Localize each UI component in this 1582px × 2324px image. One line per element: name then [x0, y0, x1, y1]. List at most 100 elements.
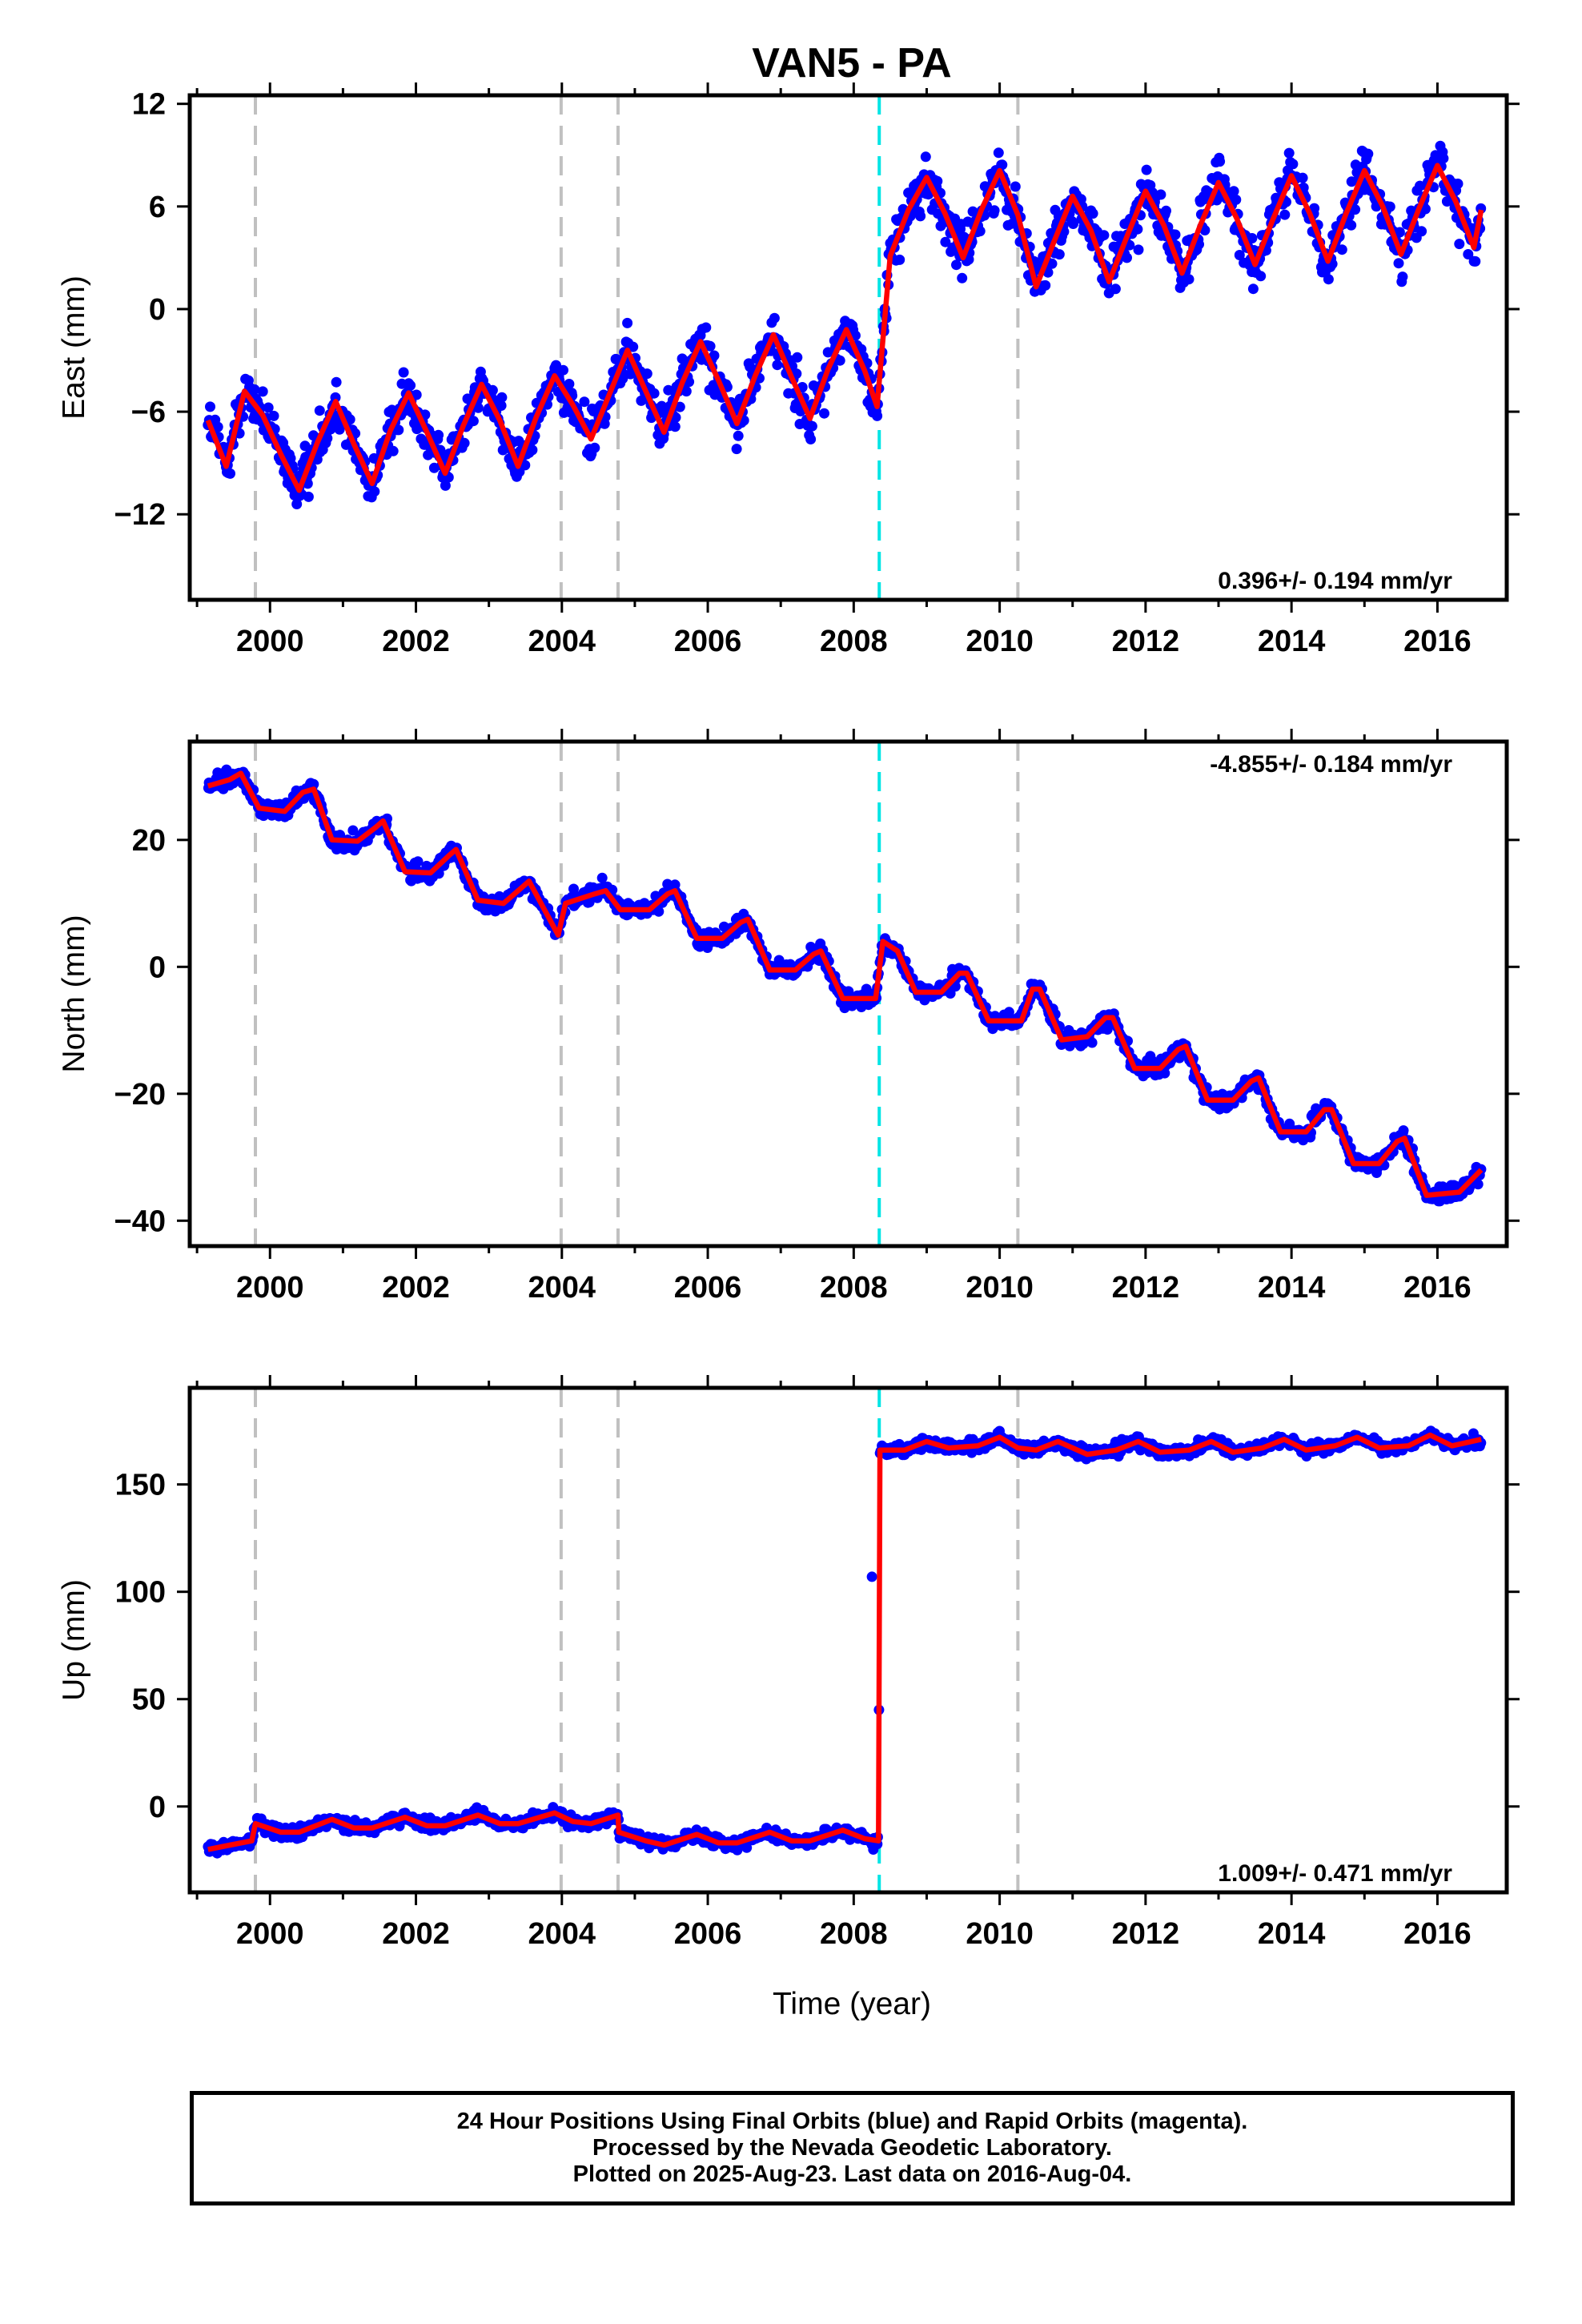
north-observation-point	[653, 906, 665, 917]
east-observation-point	[872, 410, 883, 421]
east-observation-point	[369, 486, 380, 497]
up-x-tick-label: 2012	[1112, 1917, 1180, 1951]
up-x-tick-label: 2008	[820, 1917, 888, 1951]
east-observation-point	[1350, 204, 1361, 215]
east-observation-point	[257, 386, 268, 397]
north-rate-label: -4.855+/- 0.184 mm/yr	[1210, 751, 1452, 778]
north-x-tick-label: 2012	[1112, 1271, 1180, 1305]
north-observation-point	[412, 856, 424, 867]
north-y-tick-label: −40	[114, 1204, 166, 1238]
east-observation-point	[705, 340, 716, 352]
east-x-tick-label: 2014	[1258, 625, 1326, 658]
east-observation-point	[314, 405, 325, 416]
east-observation-point	[920, 151, 931, 163]
east-observation-point	[1199, 225, 1211, 235]
east-observation-point	[1416, 226, 1427, 237]
east-observation-point	[1470, 255, 1481, 267]
up-x-tick-label: 2006	[674, 1917, 742, 1951]
up-x-tick-label: 2014	[1258, 1917, 1326, 1951]
east-observation-point	[993, 147, 1004, 159]
east-x-tick-label: 2012	[1112, 625, 1180, 658]
east-observation-point	[806, 420, 817, 432]
east-observation-point	[1283, 147, 1295, 159]
up-x-tick-label: 2000	[236, 1917, 304, 1951]
east-x-tick-label: 2000	[236, 625, 304, 658]
north-y-tick-label: 0	[149, 951, 166, 984]
east-observation-point	[1297, 172, 1308, 183]
east-observation-point	[387, 445, 399, 456]
east-observation-point	[1287, 159, 1299, 170]
up-rate-label: 1.009+/- 0.471 mm/yr	[1218, 1860, 1452, 1887]
east-observation-point	[459, 437, 470, 448]
east-observation-point	[405, 380, 416, 391]
north-y-axis-label: North (mm)	[57, 915, 91, 1072]
east-observation-point	[1336, 244, 1347, 255]
east-observation-point	[564, 379, 575, 389]
east-observations	[203, 140, 1487, 509]
east-observation-point	[1384, 201, 1395, 212]
up-observations	[203, 1425, 1487, 1859]
up-axes-frame	[187, 1385, 1509, 1895]
footer-line-3: Plotted on 2025-Aug-23. Last data on 201…	[572, 2161, 1132, 2187]
east-x-tick-label: 2010	[966, 625, 1034, 658]
up-model-line	[207, 1432, 1482, 1852]
east-observation-point	[1046, 258, 1058, 269]
up-y-tick-label: 50	[132, 1683, 166, 1717]
east-observation-point	[805, 434, 817, 444]
x-axis-label: Time (year)	[773, 1987, 931, 2021]
north-observation-point	[308, 778, 319, 790]
east-observation-point	[325, 424, 336, 435]
north-x-tick-label: 2016	[1403, 1271, 1472, 1305]
east-observation-point	[792, 352, 803, 363]
footer-line-2: Processed by the Nevada Geodetic Laborat…	[592, 2135, 1112, 2161]
east-observation-point	[1438, 153, 1449, 164]
east-y-tick-label: 12	[132, 88, 166, 122]
east-axes-frame	[187, 93, 1509, 602]
east-observation-point	[331, 376, 342, 388]
east-observation-point	[681, 386, 692, 397]
east-observation-point	[496, 400, 507, 411]
up-x-tick-label: 2004	[528, 1917, 596, 1951]
up-outlier-point	[866, 1571, 877, 1582]
east-observation-point	[1363, 148, 1374, 159]
east-observation-point	[1247, 233, 1258, 243]
east-observation-point	[951, 259, 962, 271]
east-observation-point	[974, 226, 986, 237]
footer-line-1: 24 Hour Positions Using Final Orbits (bl…	[456, 2109, 1248, 2134]
up-y-tick-label: 150	[115, 1469, 166, 1502]
north-observation-point	[347, 825, 359, 836]
east-observation-point	[1346, 219, 1357, 231]
east-observation-point	[1161, 205, 1171, 216]
east-observation-point	[1122, 252, 1132, 263]
east-observation-point	[1155, 189, 1166, 200]
east-observation-point	[819, 408, 829, 419]
east-observation-point	[496, 392, 508, 403]
east-y-tick-label: 0	[149, 293, 166, 327]
east-observation-point	[1234, 250, 1245, 260]
east-observation-point	[1170, 229, 1181, 240]
east-observation-point	[527, 444, 538, 456]
north-observation-point	[596, 872, 608, 883]
east-observation-point	[1247, 283, 1259, 295]
east-observation-point	[1141, 164, 1152, 175]
north-x-tick-label: 2000	[236, 1271, 304, 1305]
north-x-tick-label: 2014	[1258, 1271, 1326, 1305]
north-y-tick-label: 20	[132, 824, 166, 858]
east-panel: 2000 2002 2004 2006 2008 2010 2012 2014 20161260…	[57, 82, 1520, 658]
east-observation-point	[249, 384, 260, 395]
east-observation-point	[1255, 271, 1267, 282]
east-observation-point	[674, 401, 685, 412]
east-observation-point	[1393, 258, 1404, 269]
east-observation-point	[225, 468, 235, 479]
north-x-tick-label: 2002	[382, 1271, 450, 1305]
footer-box: 24 Hour Positions Using Final Orbits (bl…	[190, 2091, 1515, 2205]
east-observation-point	[330, 392, 341, 403]
north-model-line	[207, 770, 1484, 1198]
east-observation-point	[731, 444, 742, 455]
up-y-tick-label: 100	[115, 1576, 166, 1610]
east-observation-point	[957, 272, 968, 283]
east-observation-point	[1040, 279, 1051, 291]
east-observation-point	[205, 401, 215, 412]
east-observation-point	[701, 322, 712, 333]
